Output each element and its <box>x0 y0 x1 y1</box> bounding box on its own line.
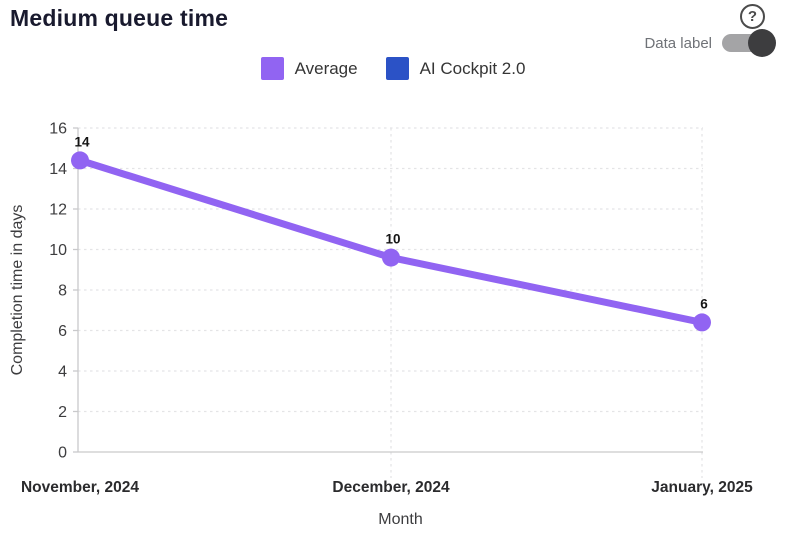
y-tick-label: 8 <box>58 283 67 300</box>
data-label-control: Data label <box>644 29 776 57</box>
data-label-toggle[interactable] <box>722 29 776 57</box>
data-point[interactable] <box>71 151 89 170</box>
ai-cockpit-swatch <box>385 57 409 80</box>
y-tick-label: 12 <box>49 202 67 219</box>
data-point-label: 10 <box>385 232 400 247</box>
legend-item-average[interactable]: Average <box>260 57 358 80</box>
y-tick-label: 16 <box>49 121 67 138</box>
y-tick-label: 4 <box>58 364 67 381</box>
data-point-label: 6 <box>700 296 708 311</box>
data-point-label: 14 <box>74 134 90 149</box>
legend-label: AI Cockpit 2.0 <box>419 58 526 78</box>
data-point[interactable] <box>693 313 711 332</box>
y-tick-label: 0 <box>58 445 67 462</box>
legend-label: Average <box>294 58 358 78</box>
legend-item-ai-cockpit[interactable]: AI Cockpit 2.0 <box>385 57 526 80</box>
data-point[interactable] <box>382 248 400 267</box>
y-tick-label: 2 <box>58 404 67 421</box>
y-tick-label: 6 <box>58 323 67 340</box>
y-axis-title: Completion time in days <box>9 205 26 376</box>
data-label-text: Data label <box>644 34 712 52</box>
y-tick-label: 10 <box>49 242 67 259</box>
question-mark-glyph: ? <box>747 8 758 25</box>
average-swatch <box>260 57 284 80</box>
x-tick-label: November, 2024 <box>21 479 139 496</box>
x-tick-label: January, 2025 <box>651 479 753 496</box>
toggle-knob <box>748 29 776 57</box>
chart-legend: Average AI Cockpit 2.0 <box>0 57 786 80</box>
x-axis-title: Month <box>378 511 422 528</box>
x-tick-label: December, 2024 <box>332 479 450 496</box>
page-title: Medium queue time <box>10 5 229 31</box>
help-icon[interactable]: ? <box>740 4 765 29</box>
y-tick-label: 14 <box>49 161 67 178</box>
